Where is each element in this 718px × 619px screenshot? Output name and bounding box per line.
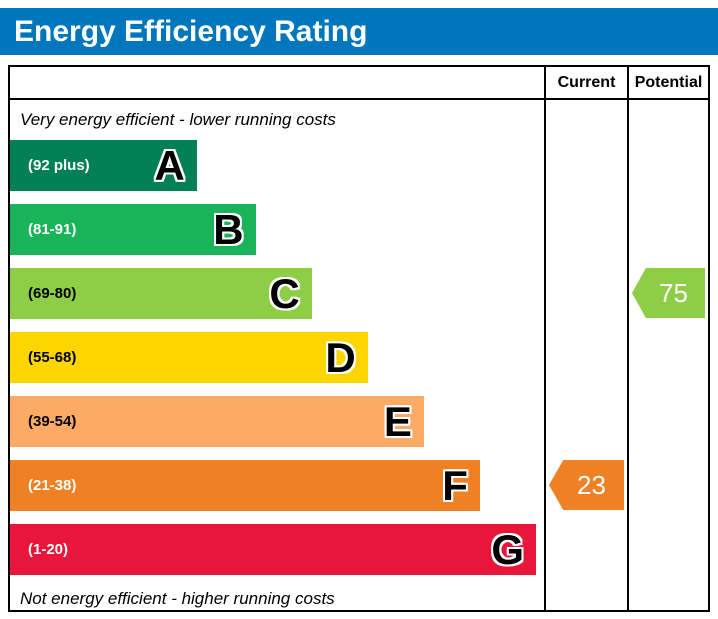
band-range-label: (92 plus) [28, 157, 90, 174]
bands-area: Very energy efficient - lower running co… [10, 100, 544, 610]
band-letter: B [213, 205, 244, 253]
potential-column-header: Potential [627, 67, 708, 98]
rating-band-bar: (92 plus) A [10, 140, 197, 191]
rating-band-bar: (69-80) C [10, 268, 312, 319]
potential-column: 75 [627, 100, 708, 610]
band-letter: A [154, 141, 185, 189]
top-note: Very energy efficient - lower running co… [20, 110, 336, 129]
header-spacer [10, 67, 544, 98]
band-range-label: (1-20) [28, 541, 69, 558]
band-range-label: (81-91) [28, 221, 77, 238]
epc-chart: Current Potential Very energy efficient … [8, 65, 710, 612]
band-letter: E [383, 397, 412, 445]
band-letter: G [491, 525, 524, 573]
rating-band-bar: (1-20) G [10, 524, 536, 575]
potential-rating-arrow: 75 [632, 268, 705, 318]
band-letter: C [269, 269, 300, 317]
rating-band: (55-68) D [10, 332, 544, 383]
rating-band: (1-20) G [10, 524, 544, 575]
rating-band: (69-80) C [10, 268, 544, 319]
rating-band-bar: (21-38) F [10, 460, 480, 511]
page-title: Energy Efficiency Rating [0, 8, 718, 55]
bottom-note: Not energy efficient - higher running co… [20, 588, 335, 608]
chart-body: Very energy efficient - lower running co… [10, 100, 708, 610]
rating-band: (21-38) F [10, 460, 544, 511]
rating-band-bar: (39-54) E [10, 396, 424, 447]
bands: (92 plus) A (81-91) B (69-80) C (55-68) … [10, 140, 544, 575]
current-rating-value: 23 [577, 469, 606, 500]
current-rating-arrow: 23 [549, 460, 624, 510]
band-letter: D [325, 333, 356, 381]
rating-band: (92 plus) A [10, 140, 544, 191]
band-range-label: (21-38) [28, 477, 77, 494]
rating-band: (81-91) B [10, 204, 544, 255]
rating-band-bar: (81-91) B [10, 204, 256, 255]
band-range-label: (69-80) [28, 285, 77, 302]
band-range-label: (39-54) [28, 413, 77, 430]
page-title-text: Energy Efficiency Rating [14, 14, 368, 48]
current-column: 23 [544, 100, 627, 610]
potential-rating-value: 75 [659, 277, 688, 308]
band-range-label: (55-68) [28, 349, 77, 366]
band-letter: F [442, 461, 468, 509]
rating-band: (39-54) E [10, 396, 544, 447]
current-column-header: Current [544, 67, 627, 98]
column-header-row: Current Potential [10, 67, 708, 100]
rating-band-bar: (55-68) D [10, 332, 368, 383]
